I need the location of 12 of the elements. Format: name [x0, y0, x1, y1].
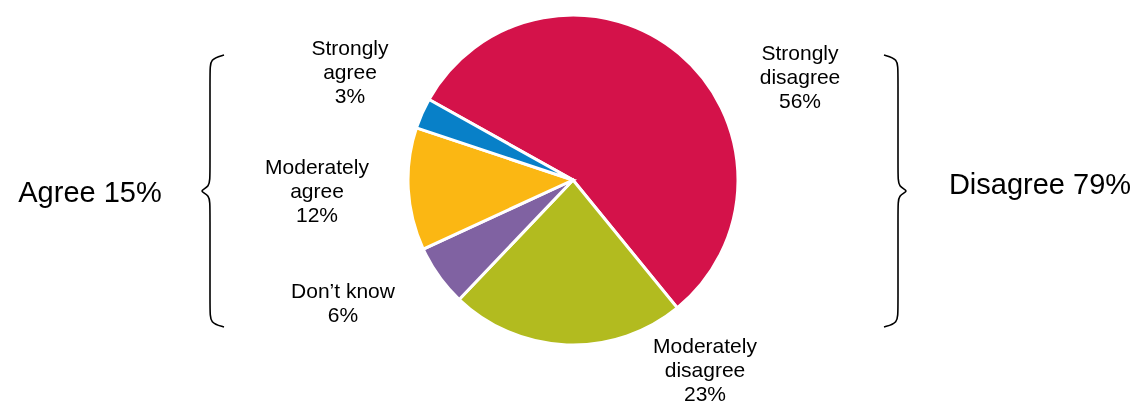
data-label: 56% — [778, 89, 822, 112]
data-label: 6% — [327, 303, 359, 326]
slice-label: Moderately agree — [265, 155, 370, 202]
slice-label: Strongly disagree — [759, 41, 841, 88]
slice-label: Moderately disagree — [653, 334, 758, 381]
text: Disagree 79% — [948, 168, 1132, 200]
data-label: 3% — [334, 84, 366, 107]
slice-label: Strongly agree — [311, 36, 390, 83]
data-label: 12% — [295, 203, 339, 226]
data-label: 23% — [683, 382, 727, 405]
text: Agree 15% — [18, 176, 162, 208]
slice-label: Don’t know — [291, 279, 396, 302]
